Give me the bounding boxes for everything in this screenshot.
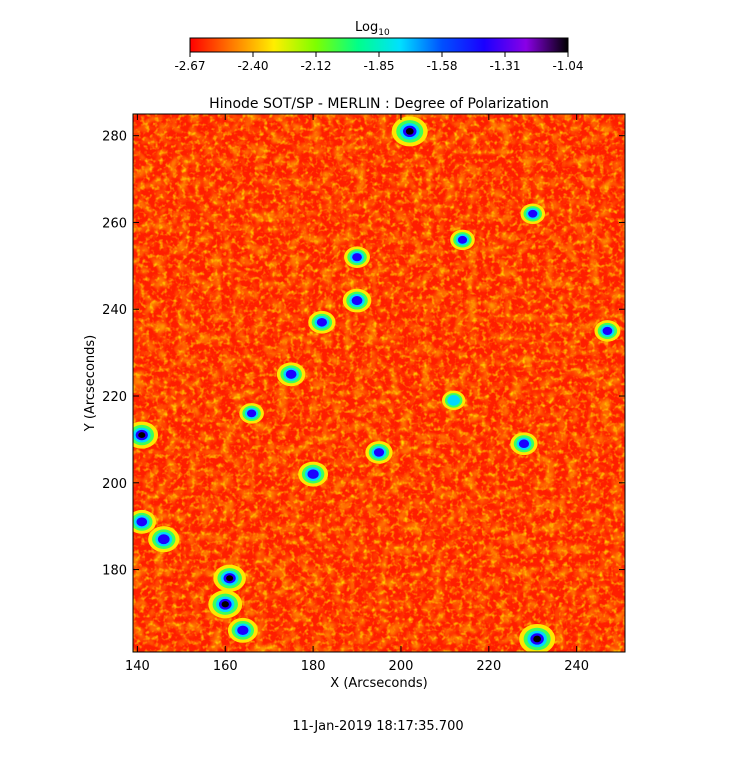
feature-peak: [226, 575, 234, 582]
colorbar-tick-label: -2.40: [237, 59, 268, 73]
y-axis-label: Y (Arcseconds): [83, 335, 98, 432]
y-axis: 180 200 220 240 260 280: [102, 130, 625, 579]
feature-core: [246, 409, 257, 418]
timestamp: 11-Jan-2019 18:17:35.700: [292, 719, 463, 734]
y-tick-label: 220: [102, 390, 127, 405]
feature-core: [518, 439, 530, 449]
x-axis: 140 160 180 200 220 240: [125, 114, 589, 674]
feature-core: [316, 317, 328, 327]
y-tick-label: 200: [102, 477, 127, 492]
y-tick-label: 260: [102, 216, 127, 231]
colorbar-tick-label: -1.58: [426, 59, 457, 73]
colorbar-tick-label: -1.85: [363, 59, 394, 73]
feature-peak: [533, 635, 542, 643]
colorbar-tick-label: -2.12: [300, 59, 331, 73]
chart-title: Hinode SOT/SP - MERLIN : Degree of Polar…: [209, 96, 549, 112]
x-tick-label: 200: [389, 659, 414, 674]
heatmap: [133, 114, 625, 652]
feature-core: [528, 209, 538, 218]
feature-peak: [138, 432, 146, 439]
feature-core: [602, 326, 613, 336]
feature-ring-inner: [447, 395, 460, 406]
feature-core: [307, 469, 319, 479]
feature-core: [136, 517, 148, 527]
feature-core: [351, 296, 363, 306]
y-tick-label: 180: [102, 564, 127, 579]
feature-peak: [221, 601, 229, 608]
x-tick-label: 240: [564, 659, 589, 674]
colorbar-tick-label: -1.31: [489, 59, 520, 73]
x-tick-label: 180: [301, 659, 326, 674]
feature-core: [352, 253, 362, 262]
feature-core: [285, 369, 297, 379]
feature-peak: [405, 128, 414, 135]
x-axis-label: X (Arcseconds): [330, 676, 427, 691]
colorbar-tick-label: -1.04: [552, 59, 583, 73]
x-tick-label: 160: [213, 659, 238, 674]
colorbar-ticks: -2.67 -2.40 -2.12 -1.85 -1.58 -1.31 -1.04: [174, 52, 584, 73]
colorbar: [189, 37, 569, 53]
x-tick-label: 140: [125, 659, 150, 674]
feature-core: [157, 534, 170, 545]
y-tick-label: 280: [102, 130, 127, 145]
feature-core: [237, 625, 249, 636]
colorbar-label: Log10: [355, 20, 390, 38]
y-tick-label: 240: [102, 303, 127, 318]
feature-core: [457, 235, 468, 244]
heatmap-texture-speckle: [133, 114, 625, 652]
colorbar-tick-label: -2.67: [174, 59, 205, 73]
feature-core: [373, 448, 385, 457]
x-tick-label: 220: [476, 659, 501, 674]
plot-frame: [132, 113, 626, 653]
